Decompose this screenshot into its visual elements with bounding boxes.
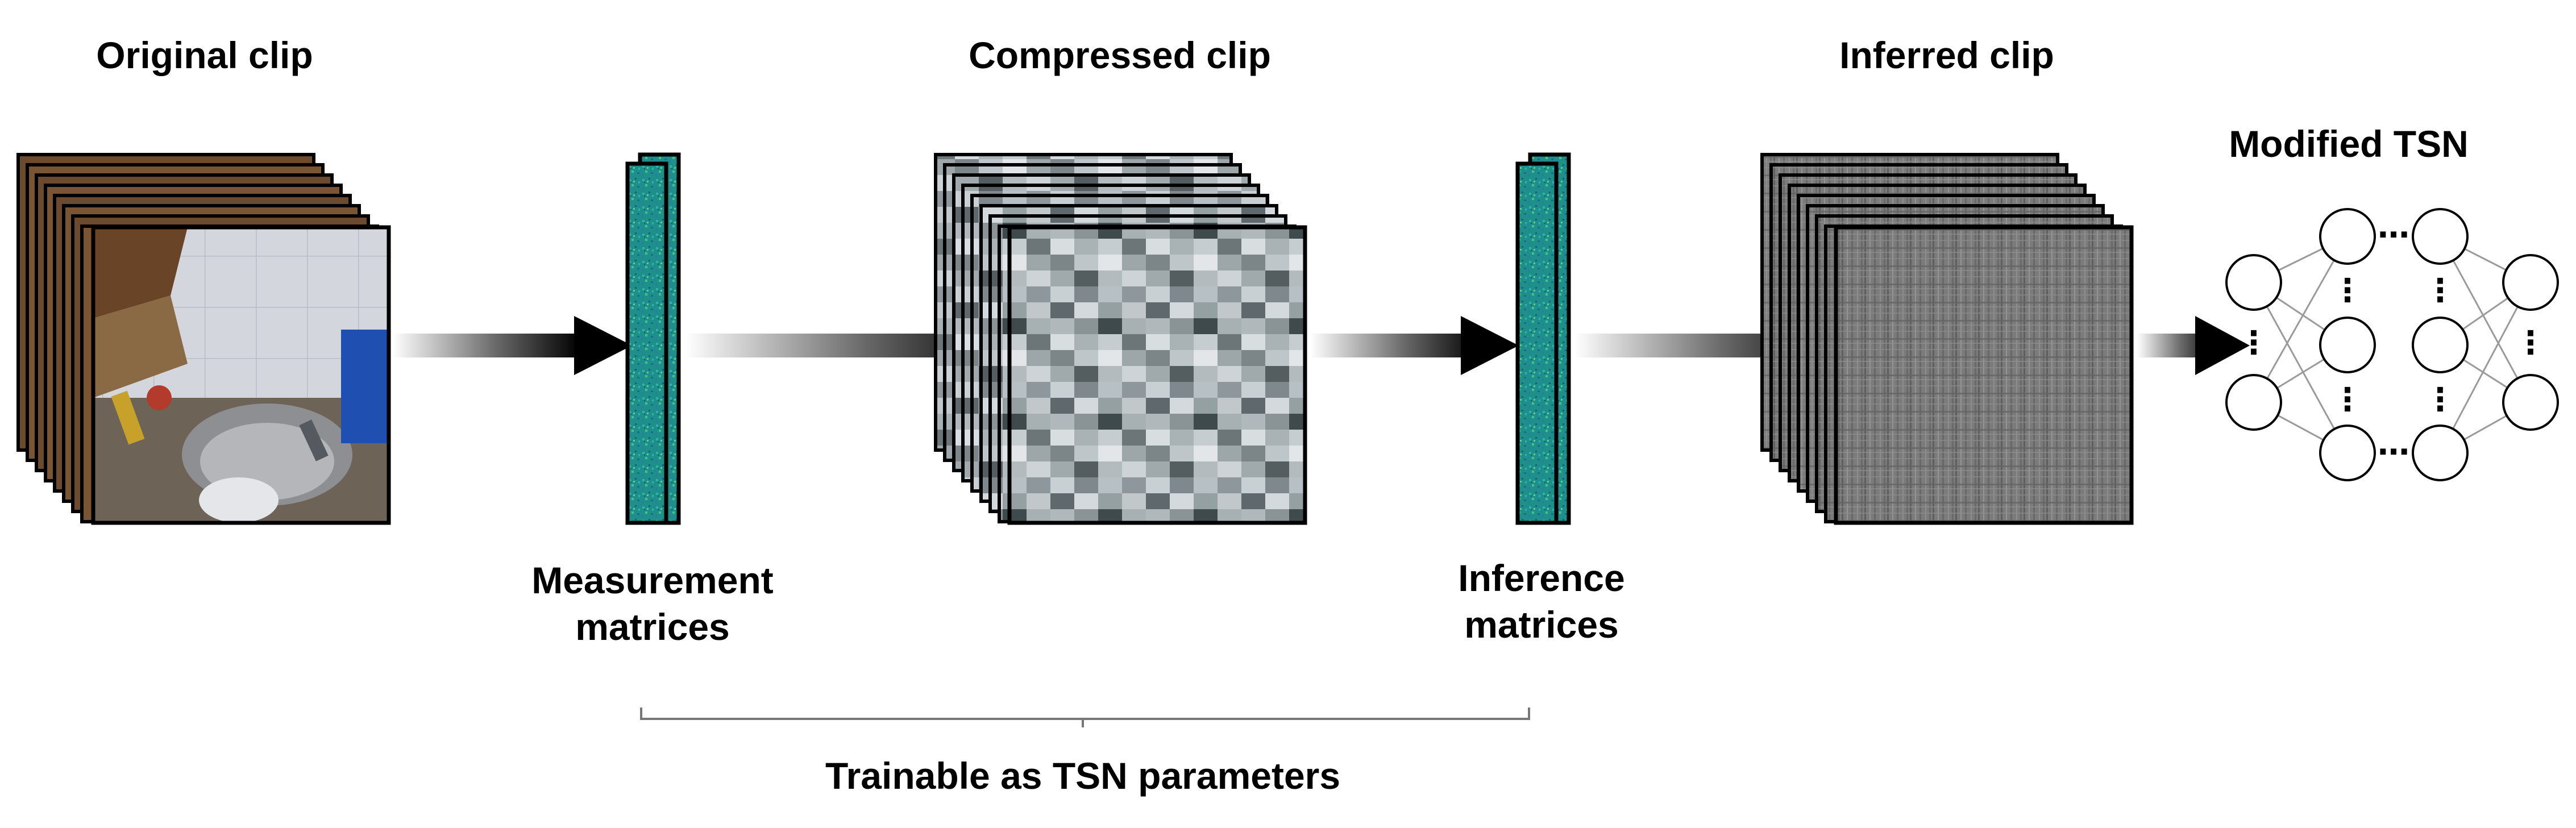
tsn-vdots-l2-lower: ⋮	[2424, 381, 2456, 418]
tsn-node	[2225, 254, 2282, 311]
tsn-node	[2502, 374, 2559, 431]
inference-matrices	[1515, 152, 1571, 525]
tsn-node	[2412, 425, 2469, 481]
arrow-compressed-to-inference	[1310, 316, 1519, 375]
tsn-node	[2319, 317, 2376, 373]
modified-tsn-network: ⋯ ⋯ ⋮ ⋮ ⋮ ⋮ ⋮ ⋮	[2225, 208, 2559, 481]
compressed-clip-stack	[934, 153, 1307, 525]
inference-matrices-label-line1: Inference	[1458, 557, 1624, 599]
trainable-label: Trainable as TSN parameters	[825, 755, 1340, 797]
inference-matrices-label-line2: matrices	[1464, 604, 1619, 646]
tsn-node	[2319, 425, 2376, 481]
tsn-node	[2412, 317, 2469, 373]
measurement-matrices-label-line2: matrices	[575, 606, 730, 648]
tsn-vdots-l1-upper: ⋮	[2332, 272, 2363, 309]
tsn-vdots-l2-upper: ⋮	[2424, 272, 2456, 309]
tsn-node	[2412, 208, 2469, 265]
compressed-frame-front	[1007, 225, 1307, 525]
inferred-clip-stack	[1760, 153, 2134, 525]
arrow-original-to-measurement	[392, 316, 632, 375]
original-clip-title: Original clip	[96, 34, 313, 76]
tsn-vdots-l1-lower: ⋮	[2332, 381, 2363, 418]
inferred-clip-title: Inferred clip	[1839, 34, 2054, 76]
modified-tsn-title: Modified TSN	[2229, 123, 2469, 165]
compressed-clip-title: Compressed clip	[969, 34, 1271, 76]
measurement-matrices	[625, 152, 681, 525]
trainable-brace	[640, 708, 1530, 727]
tsn-node	[2502, 254, 2559, 311]
original-frame-front	[91, 225, 391, 525]
tsn-ellipsis-bottom: ⋯	[2378, 434, 2409, 471]
measurement-matrices-label-line1: Measurement	[531, 559, 774, 601]
inferred-frame-front	[1834, 225, 2134, 525]
tsn-node	[2225, 374, 2282, 431]
tsn-vdots-out: ⋮	[2515, 324, 2546, 361]
tsn-vdots-in: ⋮	[2238, 324, 2270, 361]
original-clip-stack	[16, 153, 391, 525]
tsn-node	[2319, 208, 2376, 265]
arrow-inferred-to-tsn	[2137, 316, 2250, 375]
tsn-ellipsis-top: ⋯	[2378, 217, 2409, 253]
